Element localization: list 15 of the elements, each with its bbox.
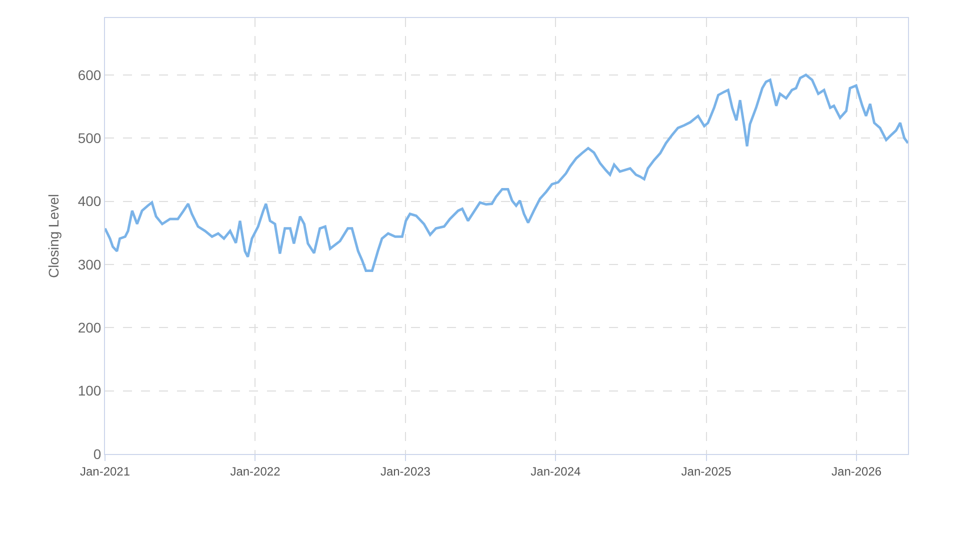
y-tick-label: 400 <box>78 193 102 210</box>
y-axis-title: Closing Level <box>45 194 62 278</box>
x-tick-label: Jan-2022 <box>230 464 281 478</box>
x-tick-label: Jan-2021 <box>80 464 130 478</box>
y-tick-label: 500 <box>78 130 102 146</box>
x-tick-label: Jan-2023 <box>380 464 431 478</box>
line-series <box>105 74 908 272</box>
y-tick-label: 100 <box>78 382 102 399</box>
y-tick-label: 0 <box>93 446 102 462</box>
x-tick-label: Jan-2026 <box>832 464 882 478</box>
x-tick-label: Jan-2025 <box>681 464 732 478</box>
x-tick-label: Jan-2024 <box>530 464 582 478</box>
y-tick-label: 600 <box>78 66 102 83</box>
y-tick-label: 300 <box>78 256 102 272</box>
y-tick-label: 200 <box>78 320 102 336</box>
